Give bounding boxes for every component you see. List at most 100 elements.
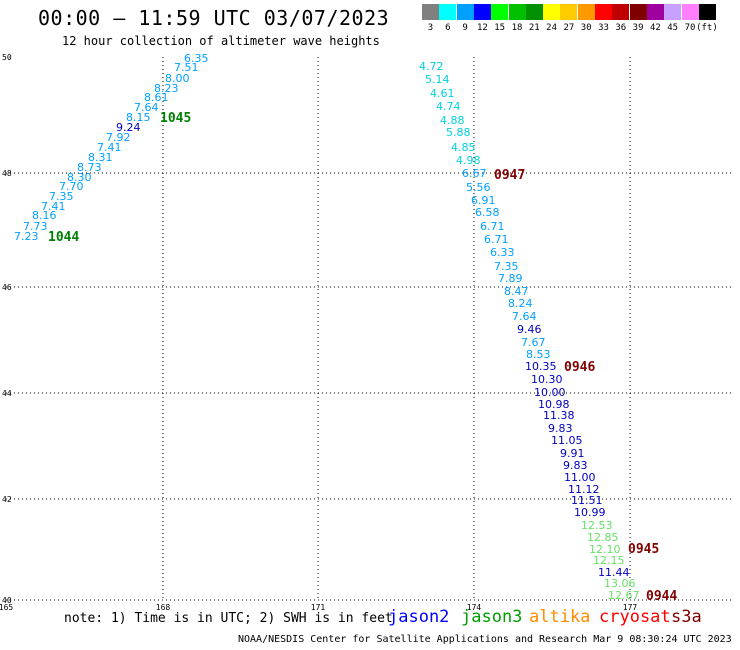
wave-height-label: 10.99 — [574, 506, 606, 519]
wave-height-label: 12.67 — [608, 589, 640, 602]
wave-height-label: 7.41 — [41, 200, 66, 213]
wave-height-label: 10.30 — [531, 373, 563, 386]
wave-height-label: 5.14 — [425, 73, 450, 86]
wave-height-label: 5.88 — [446, 126, 471, 139]
wave-height-label: 9.24 — [116, 121, 141, 134]
wave-height-label: 11.00 — [564, 471, 596, 484]
wave-height-label: 7.67 — [521, 336, 546, 349]
wave-height-label: 11.44 — [598, 566, 630, 579]
wave-height-label: 7.89 — [498, 272, 523, 285]
wave-height-label: 7.35 — [494, 260, 519, 273]
scale-label: 6 — [445, 23, 451, 33]
legend-jason2: jason2 — [388, 607, 450, 627]
wave-height-label: 6.33 — [490, 246, 515, 259]
scale-label: 42 — [649, 23, 661, 33]
scale-label: 33 — [598, 23, 609, 33]
wave-height-label: 8.53 — [526, 348, 551, 361]
wave-height-label: 12.15 — [593, 554, 625, 567]
scale-swatch — [646, 4, 664, 20]
wave-height-label: 9.91 — [560, 447, 585, 460]
legend-jason3: jason3 — [461, 607, 523, 627]
scale-swatch — [612, 4, 630, 20]
scale-swatch — [560, 4, 578, 20]
scale-swatch — [595, 4, 612, 20]
wave-height-label: 8.24 — [508, 297, 533, 310]
scale-label: 45 — [667, 23, 679, 33]
credit-line: NOAA/NESDIS Center for Satellite Applica… — [238, 634, 732, 645]
scale-swatch — [525, 4, 543, 20]
wave-height-label: 7.73 — [23, 220, 48, 233]
wave-height-label: 8.30 — [67, 171, 92, 184]
wave-height-label: 11.12 — [568, 483, 600, 496]
wave-height-label: 8.47 — [504, 285, 529, 298]
wave-height-label: 8.23 — [154, 82, 179, 95]
scale-label: 39 — [632, 23, 644, 33]
wave-height-label: 7.64 — [134, 101, 159, 114]
track-jason3: 7.237.738.167.417.357.708.308.738.317.41… — [14, 52, 209, 245]
scale-swatch — [543, 4, 561, 20]
wave-height-label: 8.73 — [77, 161, 102, 174]
scale-label: 21 — [528, 23, 540, 33]
legend-altika: altika — [529, 607, 591, 627]
scale-label: 27 — [563, 23, 575, 33]
lon-tick-label: 168 — [156, 603, 171, 612]
wave-height-label: 7.35 — [49, 190, 74, 203]
scale-swatch — [491, 4, 509, 20]
scale-swatch — [681, 4, 699, 20]
pass-time-label: 0944 — [646, 589, 677, 604]
wave-height-label: 11.38 — [543, 409, 575, 422]
wave-height-label: 12.85 — [587, 531, 619, 544]
wave-height-label: 7.23 — [14, 230, 39, 243]
wave-height-label: 8.61 — [144, 91, 169, 104]
wave-height-label: 11.05 — [551, 434, 583, 447]
scale-swatch — [439, 4, 457, 20]
wave-height-label: 6.71 — [480, 220, 505, 233]
wave-height-label: 6.58 — [475, 206, 500, 219]
satellite-tracks: 7.237.738.167.417.357.708.308.738.317.41… — [14, 52, 677, 604]
wave-height-label: 6.35 — [184, 52, 209, 65]
map-subtitle: 12 hour collection of altimeter wave hei… — [62, 34, 380, 48]
wave-height-label: 8.15 — [126, 111, 151, 124]
footnote: note: 1) Time is in UTC; 2) SWH is in fe… — [64, 611, 393, 626]
map-title: 00:00 – 11:59 UTC 03/07/2023 — [38, 6, 390, 30]
lat-tick-label: 50 — [2, 53, 12, 62]
wave-height-label: 9.83 — [548, 422, 573, 435]
wave-height-label: 12.53 — [581, 519, 613, 532]
legend-s3a: s3a — [671, 607, 702, 627]
scale-swatch — [698, 4, 716, 20]
wave-height-label: 9.46 — [517, 323, 542, 336]
lat-tick-label: 42 — [2, 495, 12, 504]
wave-height-label: 8.31 — [88, 151, 113, 164]
wave-height-label: 4.88 — [440, 114, 465, 127]
scale-label: 12 — [476, 23, 488, 33]
wave-height-label: 10.35 — [525, 360, 557, 373]
wave-height-label: 7.64 — [512, 310, 537, 323]
scale-swatch — [473, 4, 491, 20]
wave-height-label: 6.71 — [484, 233, 509, 246]
scale-swatch — [456, 4, 474, 20]
wave-height-label: 6.67 — [462, 167, 487, 180]
wave-height-label: 10.98 — [538, 398, 570, 411]
pass-time-label: 1045 — [160, 111, 191, 126]
scale-label: 9 — [462, 23, 468, 33]
scale-label: 30 — [580, 23, 592, 33]
pass-time-label: 0945 — [628, 542, 659, 557]
wave-height-label: 7.70 — [59, 180, 84, 193]
wave-height-label: 10.00 — [534, 386, 566, 399]
scale-swatch — [422, 4, 439, 20]
scale-swatch — [664, 4, 682, 20]
pass-time-label: 0946 — [564, 360, 595, 375]
wave-height-label: 7.92 — [106, 131, 131, 144]
wave-height-label: 9.83 — [563, 459, 588, 472]
scale-label: 70 — [684, 23, 696, 33]
wave-height-label: 8.16 — [32, 209, 57, 222]
pass-time-label: 0947 — [494, 168, 525, 183]
scale-swatch — [577, 4, 595, 20]
lon-tick-label: 165 — [0, 603, 13, 612]
wave-height-label: 6.91 — [471, 194, 496, 207]
scale-unit: (ft) — [696, 23, 718, 33]
lon-tick-label: 171 — [311, 603, 326, 612]
wave-height-label: 4.85 — [451, 141, 476, 154]
wave-height-label: 4.98 — [456, 154, 481, 167]
